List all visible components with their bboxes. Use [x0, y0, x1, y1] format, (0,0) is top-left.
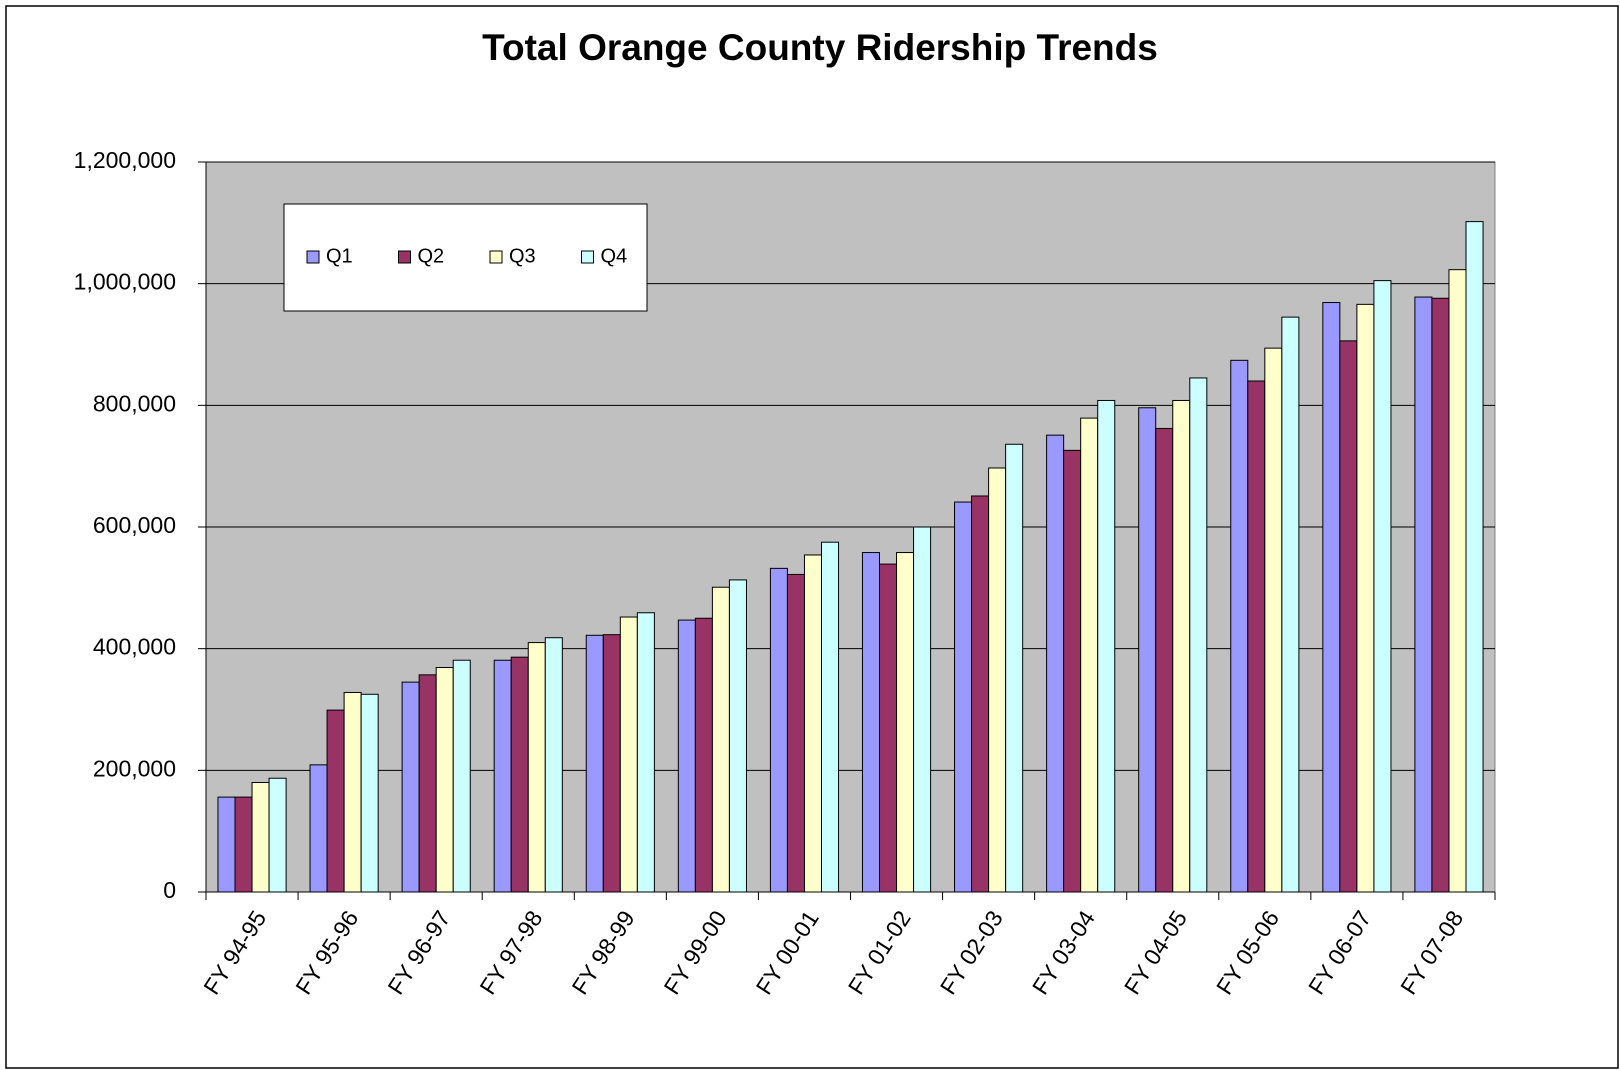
legend-swatch — [581, 250, 594, 264]
y-tick-label: 400,000 — [93, 634, 176, 660]
legend-label: Q2 — [418, 245, 445, 267]
bar — [971, 495, 990, 893]
bar — [1080, 417, 1099, 893]
bar — [786, 573, 805, 893]
legend-label: Q3 — [509, 245, 536, 267]
bar — [1138, 407, 1157, 893]
bar — [879, 563, 898, 893]
bar — [452, 659, 471, 893]
bar — [1281, 316, 1300, 893]
bar — [360, 693, 379, 893]
bar — [309, 764, 328, 893]
bar — [988, 467, 1007, 893]
bar — [217, 796, 236, 893]
bar — [636, 612, 655, 893]
bar — [418, 674, 437, 893]
bar — [861, 552, 881, 893]
legend-label: Q1 — [326, 245, 353, 267]
bar — [343, 691, 362, 893]
bar — [1189, 377, 1208, 893]
bar — [602, 634, 621, 893]
bar — [820, 541, 840, 893]
bar — [677, 619, 696, 893]
bar — [1247, 380, 1266, 893]
legend-swatch — [306, 250, 320, 264]
bar — [1465, 221, 1484, 893]
bar — [619, 616, 638, 893]
bar — [1373, 280, 1392, 893]
bar — [1230, 359, 1249, 893]
y-tick-label: 200,000 — [93, 755, 176, 781]
bar — [913, 526, 932, 893]
bar — [234, 796, 253, 893]
legend-swatch — [489, 250, 503, 264]
bar — [1322, 302, 1341, 893]
bar — [1339, 340, 1358, 893]
bar — [585, 634, 604, 893]
bar — [493, 659, 512, 893]
legend-label: Q4 — [601, 245, 628, 267]
y-tick-label: 600,000 — [93, 512, 176, 538]
bar — [527, 642, 546, 893]
bar — [803, 554, 822, 893]
bar — [1155, 427, 1174, 893]
bar — [1448, 269, 1467, 893]
bar — [510, 656, 529, 893]
bar — [1431, 297, 1450, 893]
bar — [954, 501, 973, 893]
bar — [251, 782, 270, 893]
bar — [1172, 399, 1191, 893]
bar — [326, 709, 345, 893]
y-tick-label: 1,000,000 — [74, 269, 176, 295]
bar — [769, 567, 788, 893]
bar — [1046, 434, 1065, 893]
bar — [1063, 449, 1082, 893]
legend-swatch — [398, 250, 411, 264]
bar — [544, 637, 563, 893]
y-tick-label: 800,000 — [93, 390, 176, 416]
bar — [711, 586, 730, 893]
bar — [694, 617, 713, 893]
bar — [728, 579, 747, 893]
chart-title: Total Orange County Ridership Trends — [482, 27, 1158, 68]
bar — [1356, 303, 1375, 893]
y-tick-label: 0 — [163, 877, 176, 903]
bar — [1097, 399, 1116, 893]
bar — [401, 681, 420, 893]
bar — [1414, 296, 1433, 893]
bar — [896, 552, 915, 893]
bar — [435, 667, 454, 893]
bar — [1264, 347, 1283, 893]
bar — [268, 777, 287, 893]
bar — [1005, 443, 1024, 893]
y-tick-label: 1,200,000 — [74, 147, 176, 173]
